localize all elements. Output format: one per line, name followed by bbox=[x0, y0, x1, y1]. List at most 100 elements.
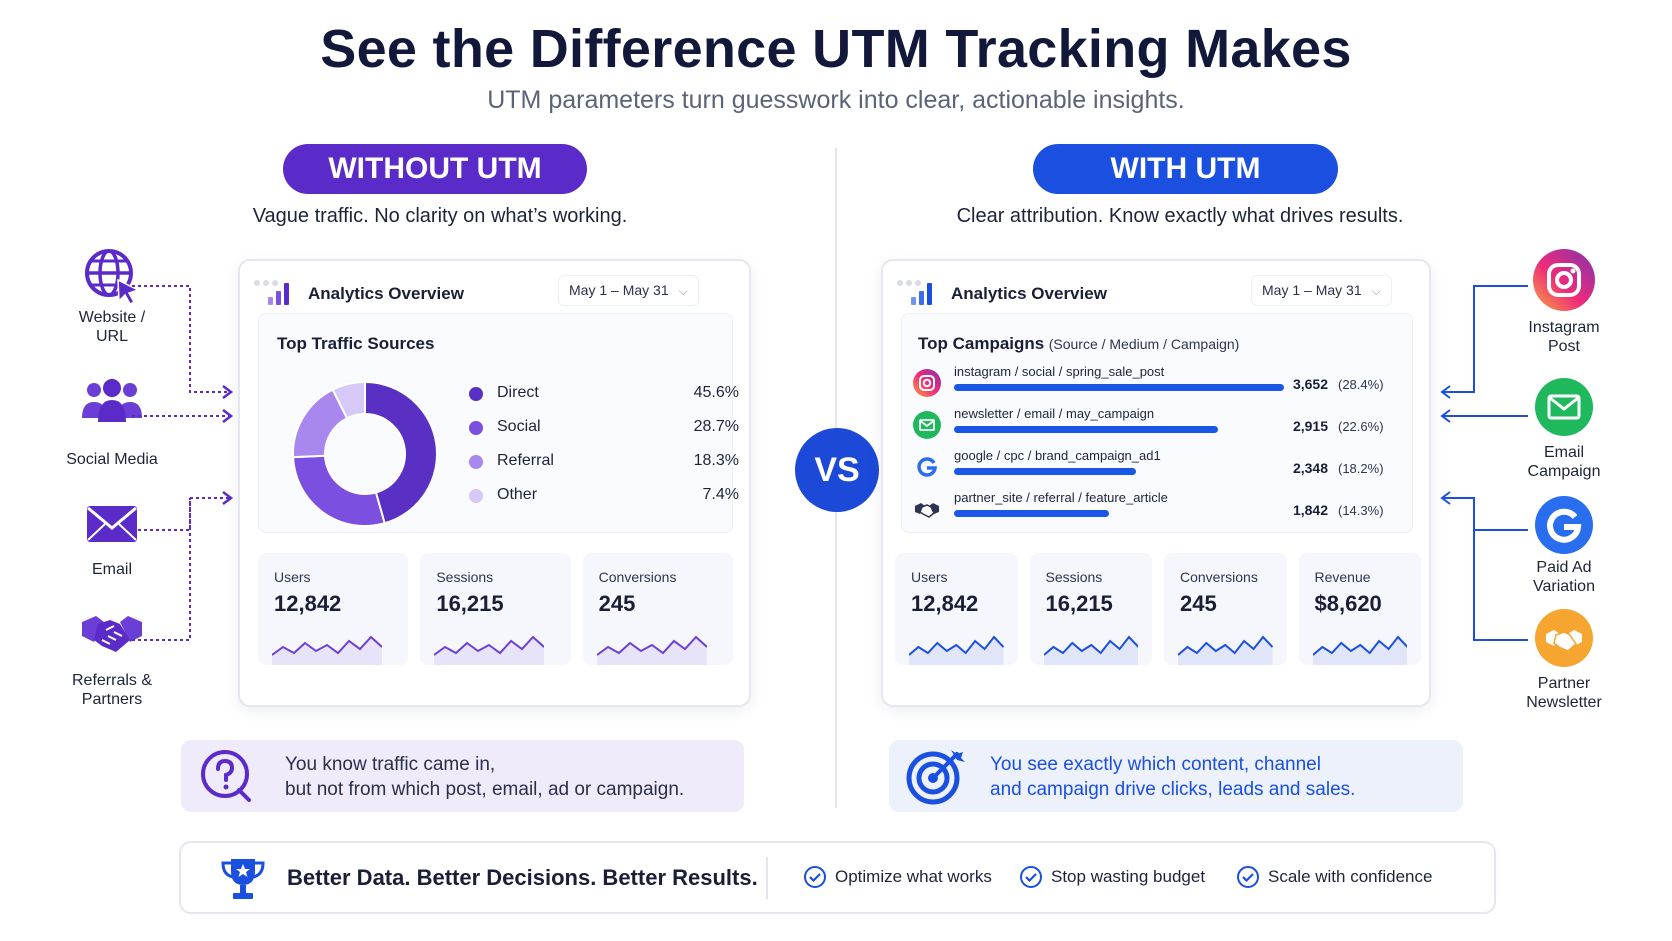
date-range-dropdown[interactable]: May 1 – May 31 ⌵ bbox=[1251, 275, 1392, 306]
target-partner: Partner Newsletter bbox=[1504, 608, 1624, 718]
bar-chart-icon bbox=[911, 283, 932, 305]
sparkline bbox=[1178, 635, 1273, 665]
question-icon bbox=[201, 750, 251, 802]
legend-item: Direct 45.6% bbox=[469, 382, 739, 406]
sparkline bbox=[909, 635, 1004, 665]
card-title: Analytics Overview bbox=[951, 284, 1107, 303]
google-icon bbox=[912, 452, 942, 482]
stat-users: Users 12,842 bbox=[895, 553, 1018, 665]
source-social-label: Social Media bbox=[66, 451, 158, 468]
stat-value: 12,842 bbox=[274, 591, 342, 616]
legend-dot bbox=[469, 489, 483, 503]
stat-value: $8,620 bbox=[1314, 591, 1382, 616]
sparkline bbox=[272, 635, 382, 665]
campaign-value: 3,652 bbox=[1292, 376, 1328, 392]
stat-revenue: Revenue $8,620 bbox=[1298, 553, 1421, 665]
campaign-percent: (14.3%) bbox=[1338, 503, 1384, 518]
date-range-label: May 1 – May 31 bbox=[569, 282, 669, 298]
legend-item: Social 28.7% bbox=[469, 416, 739, 440]
check-circle-icon bbox=[1020, 866, 1042, 888]
handshake-icon bbox=[1535, 609, 1593, 667]
legend-dot bbox=[469, 455, 483, 469]
without-utm-tagline: Vague traffic. No clarity on what’s work… bbox=[252, 205, 628, 227]
instagram-icon bbox=[1533, 249, 1595, 311]
left-connectors bbox=[132, 285, 234, 641]
vs-badge: VS bbox=[795, 428, 879, 512]
window-dots bbox=[897, 273, 924, 291]
chevron-down-icon: ⌵ bbox=[678, 284, 688, 298]
campaign-row: google / cpc / brand_campaign_ad1 2,348 (1… bbox=[908, 446, 1408, 486]
sparkline bbox=[1043, 635, 1138, 665]
legend-name: Other bbox=[497, 486, 538, 503]
stat-label: Conversions bbox=[1180, 569, 1258, 585]
instagram-icon bbox=[912, 368, 942, 398]
legend-value: 45.6% bbox=[693, 384, 739, 401]
source-email: Email bbox=[32, 500, 192, 580]
campaign-value: 2,915 bbox=[1292, 418, 1328, 434]
target-instagram-label: Instagram Post bbox=[1528, 319, 1600, 355]
email-icon bbox=[912, 410, 942, 440]
source-social: Social Media bbox=[32, 378, 192, 468]
section-title: Top Campaigns (Source / Medium / Campaig… bbox=[918, 334, 1239, 354]
target-email-label: Email Campaign bbox=[1527, 444, 1601, 480]
donut-slice-other bbox=[331, 380, 367, 420]
stat-sessions: Sessions 16,215 bbox=[1029, 553, 1152, 665]
stat-label: Revenue bbox=[1314, 569, 1371, 585]
right-connectors bbox=[1440, 285, 1528, 641]
trophy-icon bbox=[221, 859, 265, 899]
campaign-name: partner_site / referral / feature_articl… bbox=[954, 490, 1168, 505]
campaign-row: newsletter / email / may_campaign 2,915 (2… bbox=[908, 404, 1408, 444]
date-range-dropdown[interactable]: May 1 – May 31 ⌵ bbox=[558, 275, 699, 306]
campaign-row: instagram / social / spring_sale_post 3,6… bbox=[908, 362, 1408, 402]
campaign-bar bbox=[954, 426, 1218, 433]
campaign-value: 1,842 bbox=[1292, 502, 1328, 518]
legend-value: 28.7% bbox=[693, 418, 739, 435]
window-dots bbox=[254, 273, 281, 291]
legend-name: Referral bbox=[497, 452, 554, 469]
sparkline bbox=[434, 635, 545, 665]
with-utm-pill: WITH UTM bbox=[1033, 144, 1338, 194]
analytics-card-with-utm: Analytics Overview May 1 – May 31 ⌵ Top C… bbox=[881, 259, 1431, 707]
benefit-label: Scale with confidence bbox=[1268, 867, 1433, 886]
benefit-scale: Scale with confidence bbox=[1236, 866, 1456, 891]
handshake-icon bbox=[82, 616, 142, 652]
target-instagram: Instagram Post bbox=[1504, 248, 1624, 358]
campaigns-panel: Top Campaigns (Source / Medium / Campaig… bbox=[901, 313, 1413, 533]
campaign-percent: (28.4%) bbox=[1338, 377, 1384, 392]
source-website-label: Website / URL bbox=[78, 309, 146, 345]
sparkline bbox=[596, 635, 707, 665]
source-email-label: Email bbox=[91, 561, 132, 578]
campaign-value: 2,348 bbox=[1292, 460, 1328, 476]
people-icon bbox=[82, 379, 142, 422]
section-title: Top Traffic Sources bbox=[277, 334, 435, 353]
stat-value: 16,215 bbox=[436, 591, 504, 616]
callout-line-2: but not from which post, email, ad or ca… bbox=[285, 779, 685, 800]
legend-dot bbox=[469, 421, 483, 435]
benefit-budget: Stop wasting budget bbox=[1019, 866, 1219, 891]
campaign-bar bbox=[954, 384, 1284, 391]
with-utm-tagline: Clear attribution. Know exactly what dri… bbox=[956, 205, 1404, 227]
stat-value: 245 bbox=[598, 591, 636, 616]
legend-name: Direct bbox=[497, 384, 539, 401]
footer-separator bbox=[766, 857, 768, 899]
footer-banner: Better Data. Better Decisions. Better Re… bbox=[179, 841, 1496, 914]
campaign-percent: (22.6%) bbox=[1338, 419, 1384, 434]
campaign-bar bbox=[954, 468, 1136, 475]
check-circle-icon bbox=[804, 866, 826, 888]
callout-line-2: and campaign drive clicks, leads and sal… bbox=[990, 779, 1356, 800]
campaign-row: partner_site / referral / feature_articl… bbox=[908, 488, 1408, 528]
campaign-list: instagram / social / spring_sale_post 3,6… bbox=[908, 362, 1408, 532]
date-range-label: May 1 – May 31 bbox=[1262, 282, 1362, 298]
stat-label: Sessions bbox=[1045, 569, 1103, 585]
traffic-sources-panel: Top Traffic Sources Direct 45.6% Social 28.… bbox=[258, 313, 739, 533]
campaign-percent: (18.2%) bbox=[1338, 461, 1384, 476]
stat-label: Sessions bbox=[436, 569, 494, 585]
stat-label: Users bbox=[274, 569, 311, 585]
campaign-name: instagram / social / spring_sale_post bbox=[954, 364, 1165, 379]
check-circle-icon bbox=[1237, 866, 1259, 888]
source-referrals-label: Referrals & Partners bbox=[71, 672, 153, 708]
legend-item: Referral 18.3% bbox=[469, 450, 739, 474]
donut-slice-direct bbox=[364, 380, 438, 525]
benefit-label: Stop wasting budget bbox=[1051, 867, 1206, 886]
stat-users: Users 12,842 bbox=[258, 553, 409, 665]
